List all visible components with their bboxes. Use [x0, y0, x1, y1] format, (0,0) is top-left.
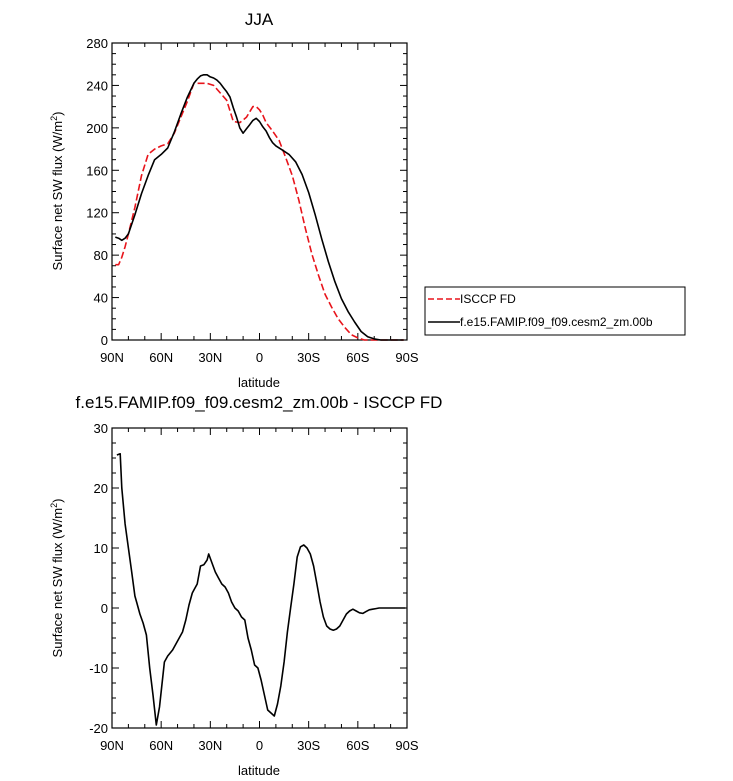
y-tick-label: 160 — [86, 163, 108, 178]
y-tick-label: -10 — [89, 661, 108, 676]
legend-label-model: f.e15.FAMIP.f09_f09.cesm2_zm.00b — [460, 315, 653, 329]
y-axis-label-top: Surface net SW flux (W/m2) — [49, 112, 65, 271]
x-tick-label: 90N — [100, 738, 124, 753]
y-axis-label-bottom: Surface net SW flux (W/m2) — [49, 499, 65, 658]
y-tick-label: 280 — [86, 36, 108, 51]
y-axis-label-top-close: ) — [50, 112, 65, 116]
y-tick-label: 240 — [86, 78, 108, 93]
chart-panel-bottom: f.e15.FAMIP.f09_f09.cesm2_zm.00b - ISCCP… — [49, 393, 442, 778]
y-axis-label-top-text: Surface net SW flux (W/m — [50, 121, 65, 271]
x-tick-label: 60S — [346, 738, 369, 753]
x-tick-label: 30S — [297, 738, 320, 753]
y-tick-label: 10 — [94, 541, 108, 556]
y-axis-label-bottom-sup: 2 — [49, 503, 59, 508]
y-tick-label: 0 — [101, 333, 108, 348]
x-axis-label-bottom: latitude — [238, 763, 280, 778]
x-tick-label: 90S — [395, 350, 418, 365]
x-tick-label: 30S — [297, 350, 320, 365]
y-axis-label-bottom-text: Surface net SW flux (W/m — [50, 508, 65, 658]
legend: ISCCP FD f.e15.FAMIP.f09_f09.cesm2_zm.00… — [424, 286, 686, 336]
x-tick-label: 0 — [256, 350, 263, 365]
x-tick-label: 0 — [256, 738, 263, 753]
x-tick-label: 90S — [395, 738, 418, 753]
y-tick-label: -20 — [89, 721, 108, 736]
y-axis-top: 0 40 80 120 160 200 240 280 — [86, 36, 407, 348]
chart-title-top: JJA — [245, 10, 274, 29]
plot-frame-top — [111, 42, 408, 341]
y-tick-label: 30 — [94, 421, 108, 436]
y-tick-label: 80 — [94, 248, 108, 263]
legend-label-isccp: ISCCP FD — [460, 292, 516, 306]
x-axis-label-top: latitude — [238, 375, 280, 390]
y-tick-label: 40 — [94, 291, 108, 306]
x-tick-label: 60S — [346, 350, 369, 365]
chart-title-bottom: f.e15.FAMIP.f09_f09.cesm2_zm.00b - ISCCP… — [76, 393, 443, 412]
legend-box — [424, 286, 686, 336]
series-line-top-1 — [115, 74, 404, 341]
x-axis-top: 90N 60N 30N 0 30S 60S 90S — [100, 43, 419, 365]
x-tick-label: 90N — [100, 350, 124, 365]
y-tick-label: 0 — [101, 601, 108, 616]
series-group-top — [115, 74, 404, 341]
x-axis-bottom: 90N 60N 30N 0 30S 60S 90S — [100, 428, 419, 753]
series-group-bottom — [116, 452, 406, 726]
x-tick-label: 60N — [149, 738, 173, 753]
y-tick-label: 20 — [94, 481, 108, 496]
y-axis-label-top-sup: 2 — [49, 116, 59, 121]
chart-panel-top: JJA 90N 60N 30N 0 30S 60S 90S 0 40 80 120 160 200 24… — [49, 10, 419, 390]
series-line-bottom-0 — [116, 452, 406, 726]
y-tick-label: 200 — [86, 121, 108, 136]
y-tick-label: 120 — [86, 206, 108, 221]
x-tick-label: 30N — [198, 738, 222, 753]
plot-frame-bottom — [111, 427, 408, 729]
series-line-top-0 — [115, 82, 404, 341]
y-axis-label-bottom-close: ) — [50, 499, 65, 503]
x-tick-label: 60N — [149, 350, 173, 365]
x-tick-label: 30N — [198, 350, 222, 365]
y-axis-bottom: -20 -10 0 10 20 30 — [89, 421, 407, 736]
